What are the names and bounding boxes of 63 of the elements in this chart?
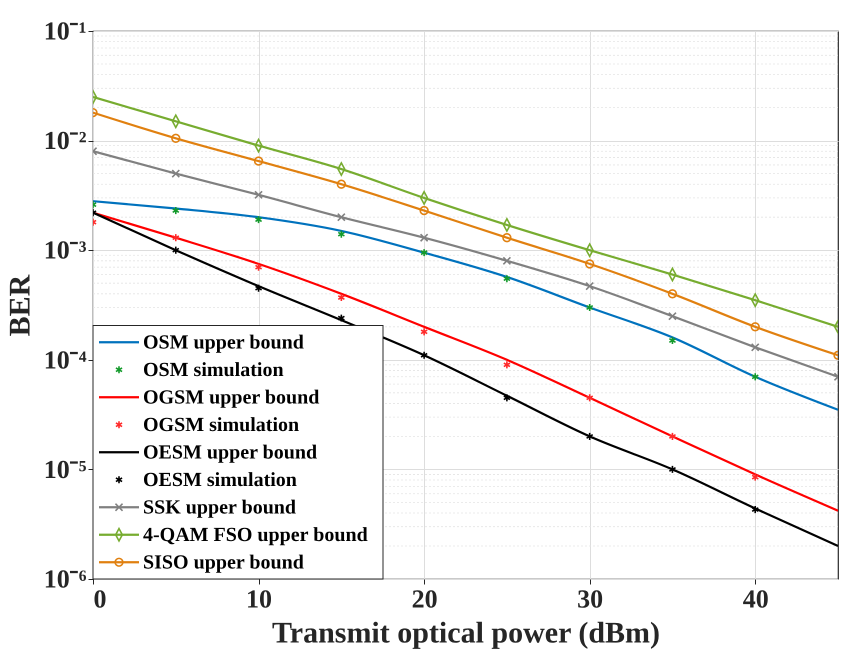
point: [585, 282, 594, 290]
point: [254, 262, 262, 272]
point: [419, 206, 429, 216]
legend-label: 4-QAM FSO upper bound: [143, 524, 368, 546]
point: [420, 350, 428, 360]
point: [668, 289, 678, 298]
point: [750, 322, 760, 332]
x-axis-title: Transmit optical power (dBm): [272, 616, 660, 650]
y-tick-label: 10⁻⁴: [44, 345, 87, 374]
point: [172, 233, 180, 242]
point: [668, 312, 677, 321]
point: [668, 465, 676, 474]
point: [172, 246, 180, 255]
point: [254, 156, 264, 166]
point: [420, 327, 428, 336]
point: [751, 472, 760, 482]
point: [254, 284, 262, 293]
y-tick-label: 10⁻⁶: [44, 564, 87, 594]
legend-label: OSM upper bound: [143, 331, 304, 354]
y-axis-title: BER: [4, 274, 37, 336]
y-tick-label: 10⁻³: [44, 236, 87, 265]
x-tick-label: 20: [412, 584, 438, 614]
point: [586, 303, 594, 312]
x-tick-label: 0: [94, 584, 106, 614]
point: [171, 134, 180, 143]
point: [503, 274, 511, 283]
point: [337, 230, 346, 239]
x-tick-label: 30: [577, 584, 604, 614]
point: [751, 505, 760, 514]
legend-label: SISO upper bound: [143, 551, 304, 574]
x-tick-label: 10: [246, 584, 272, 614]
legend-label: OSM simulation: [143, 358, 284, 381]
point: [254, 215, 262, 224]
legend-label: OESM simulation: [143, 468, 297, 491]
point: [503, 393, 511, 402]
point: [254, 190, 263, 200]
x-tick-label: 40: [742, 584, 769, 614]
point: [586, 432, 594, 441]
y-tick-label: 10⁻⁵: [44, 454, 87, 484]
point: [336, 212, 346, 222]
point: [336, 180, 346, 189]
legend-label: OGSM simulation: [143, 414, 300, 436]
y-tick-label: 10⁻¹: [44, 16, 86, 46]
point: [502, 233, 512, 242]
point: [337, 293, 346, 302]
line-series: [93, 200, 838, 411]
point: [171, 169, 180, 178]
legend-label: OESM upper bound: [143, 441, 318, 464]
point: [420, 233, 428, 242]
point: [337, 314, 346, 322]
point: [586, 393, 594, 402]
y-tick-label: 10⁻²: [44, 126, 87, 156]
point: [172, 206, 180, 215]
point: [503, 360, 511, 370]
point: [750, 342, 760, 352]
legend-label: OGSM upper bound: [143, 386, 320, 408]
point: [668, 336, 676, 345]
point: [584, 259, 594, 269]
point: [668, 432, 676, 441]
point: [420, 248, 428, 257]
point: [502, 256, 512, 266]
point: [751, 372, 760, 382]
legend-label: SSK upper bound: [143, 496, 296, 518]
